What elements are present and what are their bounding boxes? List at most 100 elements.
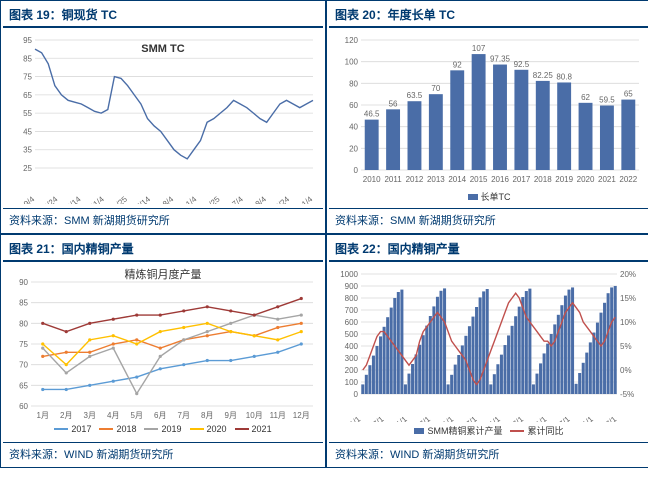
svg-text:800: 800 bbox=[345, 294, 359, 303]
svg-text:500: 500 bbox=[345, 330, 359, 339]
svg-text:2017: 2017 bbox=[512, 175, 530, 184]
panel-22: 图表 22：国内精铜产量 010020030040050060070080090… bbox=[326, 234, 648, 468]
svg-text:2015: 2015 bbox=[470, 175, 488, 184]
svg-text:4月: 4月 bbox=[107, 411, 119, 420]
panel-20-title: 图表 20：年度长单 TC bbox=[329, 3, 648, 28]
svg-text:92.5: 92.5 bbox=[514, 60, 530, 69]
panel-22-title: 图表 22：国内精铜产量 bbox=[329, 237, 648, 262]
svg-text:80: 80 bbox=[349, 79, 358, 88]
svg-text:59.5: 59.5 bbox=[599, 96, 615, 105]
panel-20: 图表 20：年度长单 TC 0 20 40 60 80 100 120 46.5 2010 56 2… bbox=[326, 0, 648, 234]
svg-text:60: 60 bbox=[19, 402, 28, 411]
panel-22-chart: 01002003004005006007008009001000-5%0%5%1… bbox=[329, 262, 648, 442]
svg-text:85: 85 bbox=[23, 54, 32, 63]
panel-20-chart: 0 20 40 60 80 100 120 46.5 2010 56 2011 63.5 2012 70 2… bbox=[329, 28, 648, 208]
svg-text:100: 100 bbox=[345, 378, 359, 387]
svg-text:80.8: 80.8 bbox=[556, 72, 572, 81]
svg-text:2019.9/4: 2019.9/4 bbox=[7, 194, 37, 204]
svg-text:200: 200 bbox=[345, 366, 359, 375]
panel-19-title: 图表 19：铜现货 TC bbox=[3, 3, 323, 28]
svg-text:35: 35 bbox=[23, 146, 32, 155]
panel-22-footer: 资料来源：WIND 新湖期货研究所 bbox=[329, 442, 648, 465]
svg-text:3月: 3月 bbox=[84, 411, 96, 420]
svg-text:12月: 12月 bbox=[293, 411, 310, 420]
svg-text:15%: 15% bbox=[620, 294, 636, 303]
panel-21-title: 图表 21：国内精铜产量 bbox=[3, 237, 323, 262]
svg-text:75: 75 bbox=[19, 340, 28, 349]
legend-label-22-line: 累计同比 bbox=[527, 424, 563, 437]
svg-text:2022: 2022 bbox=[619, 175, 637, 184]
svg-text:62: 62 bbox=[581, 93, 590, 102]
svg-text:1月: 1月 bbox=[37, 411, 49, 420]
svg-text:2018: 2018 bbox=[534, 175, 552, 184]
svg-text:63.5: 63.5 bbox=[407, 91, 423, 100]
panel-22-legend: SMM精铜累计产量 累计同比 bbox=[333, 422, 645, 439]
svg-text:2020: 2020 bbox=[577, 175, 595, 184]
svg-text:65: 65 bbox=[624, 90, 633, 99]
svg-text:0: 0 bbox=[354, 166, 359, 175]
svg-text:300: 300 bbox=[345, 354, 359, 363]
panel-19-chart: 25354555657585952019.9/42019.9/242019.10… bbox=[3, 28, 323, 208]
svg-text:40: 40 bbox=[349, 123, 358, 132]
panel-20-footer: 资料来源：SMM 新湖期货研究所 bbox=[329, 208, 648, 231]
svg-text:0: 0 bbox=[354, 390, 359, 399]
svg-text:75: 75 bbox=[23, 73, 32, 82]
svg-text:900: 900 bbox=[345, 282, 359, 291]
panel-21-footer: 资料来源：WIND 新湖期货研究所 bbox=[3, 442, 323, 465]
svg-text:100: 100 bbox=[345, 58, 359, 67]
chart-grid: 图表 19：铜现货 TC 25354555657585952019.9/4201… bbox=[0, 0, 648, 468]
svg-text:70: 70 bbox=[431, 84, 440, 93]
panel-19: 图表 19：铜现货 TC 25354555657585952019.9/4201… bbox=[0, 0, 326, 234]
svg-text:97.35: 97.35 bbox=[490, 55, 511, 64]
svg-text:5月: 5月 bbox=[131, 411, 143, 420]
svg-text:82.25: 82.25 bbox=[533, 71, 554, 80]
svg-text:2016: 2016 bbox=[491, 175, 509, 184]
svg-text:6月: 6月 bbox=[154, 411, 166, 420]
legend-swatch-bar bbox=[468, 194, 478, 200]
svg-text:2013: 2013 bbox=[427, 175, 445, 184]
svg-text:95: 95 bbox=[23, 36, 32, 45]
svg-text:20: 20 bbox=[349, 144, 358, 153]
svg-text:400: 400 bbox=[345, 342, 359, 351]
svg-text:精炼铜月度产量: 精炼铜月度产量 bbox=[125, 267, 202, 281]
svg-text:0%: 0% bbox=[620, 366, 632, 375]
svg-text:120: 120 bbox=[345, 36, 359, 45]
panel-21: 图表 21：国内精铜产量 606570758085901月2月3月4月5月6月7… bbox=[0, 234, 326, 468]
panel-21-legend: 20172018201920202021 bbox=[7, 422, 319, 436]
svg-text:65: 65 bbox=[23, 91, 32, 100]
svg-text:65: 65 bbox=[19, 381, 28, 390]
svg-text:-5%: -5% bbox=[620, 390, 634, 399]
svg-text:55: 55 bbox=[23, 109, 32, 118]
svg-text:2014: 2014 bbox=[448, 175, 466, 184]
panel-20-legend: 长单TC bbox=[333, 188, 645, 205]
svg-text:2021: 2021 bbox=[598, 175, 616, 184]
svg-text:25: 25 bbox=[23, 164, 32, 173]
legend-swatch-22-line bbox=[510, 430, 524, 432]
svg-text:10月: 10月 bbox=[246, 411, 263, 420]
svg-text:8月: 8月 bbox=[201, 411, 213, 420]
svg-text:107: 107 bbox=[472, 44, 486, 53]
svg-text:60: 60 bbox=[349, 101, 358, 110]
svg-text:11月: 11月 bbox=[270, 411, 286, 420]
svg-text:2016/1/1: 2016/1/1 bbox=[333, 414, 363, 422]
svg-text:90: 90 bbox=[19, 278, 28, 287]
panel-19-footer: 资料来源：SMM 新湖期货研究所 bbox=[3, 208, 323, 231]
svg-text:92: 92 bbox=[453, 60, 462, 69]
svg-text:2010: 2010 bbox=[363, 175, 381, 184]
svg-text:56: 56 bbox=[389, 99, 398, 108]
svg-text:45: 45 bbox=[23, 127, 32, 136]
svg-text:9月: 9月 bbox=[225, 411, 237, 420]
svg-text:10%: 10% bbox=[620, 318, 636, 327]
legend-label-22-bar: SMM精铜累计产量 bbox=[427, 424, 502, 437]
svg-text:2月: 2月 bbox=[60, 411, 72, 420]
legend-swatch-22-bar bbox=[414, 428, 424, 434]
svg-text:1000: 1000 bbox=[340, 270, 358, 279]
svg-text:2012: 2012 bbox=[406, 175, 424, 184]
svg-text:46.5: 46.5 bbox=[364, 110, 380, 119]
svg-text:700: 700 bbox=[345, 306, 359, 315]
legend-label-20: 长单TC bbox=[481, 190, 511, 203]
svg-text:2019: 2019 bbox=[555, 175, 573, 184]
svg-text:2011: 2011 bbox=[384, 175, 402, 184]
svg-text:80: 80 bbox=[19, 319, 28, 328]
svg-text:20%: 20% bbox=[620, 270, 636, 279]
